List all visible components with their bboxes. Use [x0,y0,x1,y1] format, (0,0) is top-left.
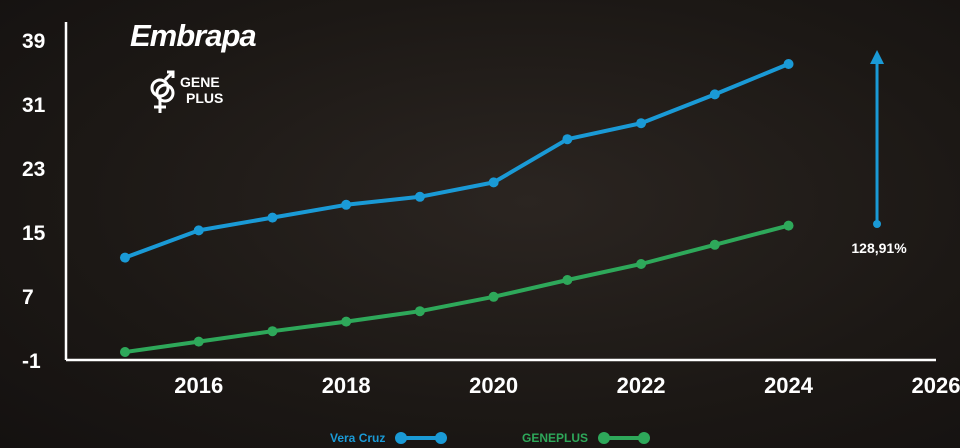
legend-swatch-geneplus [598,432,651,444]
x-tick-label: 2016 [174,373,223,398]
data-point [709,239,720,250]
growth-annotation: 128,91% [851,50,907,256]
data-point [193,225,204,236]
gender-symbols-icon [150,70,175,113]
data-point [783,220,794,231]
y-tick-label: 31 [22,94,46,117]
legend-label-geneplus: GENEPLUS [522,431,589,445]
data-point [414,306,425,317]
data-point [636,259,647,269]
geneplus-logo: GENE PLUS [146,68,256,118]
data-point [783,59,794,69]
data-point [119,252,130,263]
data-point [488,291,499,302]
legend-label-vera-cruz: Vera Cruz [330,431,386,445]
geneplus-logo-text: GENE PLUS [180,74,223,106]
legend-item-geneplus: GENEPLUS [522,428,652,448]
data-point [119,347,130,357]
data-point [341,316,352,327]
y-tick-label: 15 [22,222,46,245]
y-tick-label: 7 [22,286,34,309]
x-tick-label: 2024 [764,373,814,398]
chart-axes [64,22,936,362]
geneplus-logo-line1: GENE [180,74,220,90]
y-tick-label: 23 [22,158,45,181]
y-tick-label: 39 [22,30,45,53]
legend-swatch-vera-cruz [395,432,448,444]
x-tick-label: 2020 [469,373,518,398]
data-point [636,118,647,129]
data-point [414,191,425,202]
data-point [267,212,278,223]
data-point [193,336,204,347]
series-line [124,62,790,260]
annotation-label: 128,91% [851,240,907,256]
annotation-arrow-base [873,220,882,228]
geneplus-logo-line2: PLUS [186,90,224,106]
x-tick-labels: 2016 2018 2020 2022 2024 2026 [174,373,960,398]
data-point [488,177,499,188]
legend-item-vera-cruz: Vera Cruz [330,428,449,448]
data-point [562,275,573,285]
x-tick-label: 2026 [912,373,960,398]
data-point [267,326,278,337]
x-tick-label: 2022 [617,373,666,398]
y-tick-labels: 39 31 23 15 7 -1 [22,30,46,373]
embrapa-logo: Embrapa [130,18,257,53]
data-point [709,89,720,100]
data-series [119,59,794,357]
x-tick-label: 2018 [322,373,371,398]
data-point [562,134,573,145]
y-tick-label: -1 [22,350,41,373]
annotation-arrow-head [870,50,885,64]
series-line [124,223,790,354]
data-point [341,199,352,210]
